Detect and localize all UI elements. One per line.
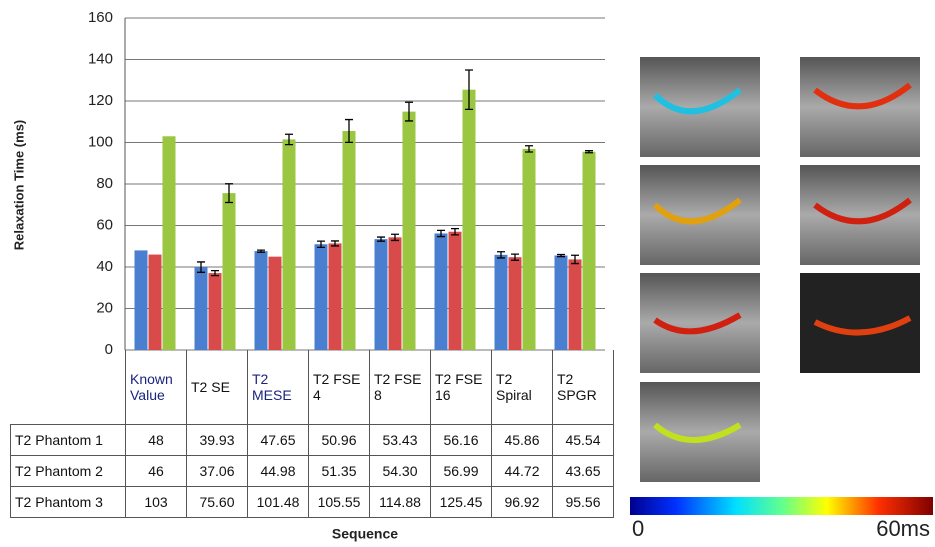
table-cell: 96.92 <box>492 487 553 518</box>
y-axis-title: Relaxation Time (ms) <box>11 120 26 251</box>
table-cell: 46 <box>126 456 187 487</box>
y-tick-label: 20 <box>96 299 113 316</box>
table-cell: 125.45 <box>431 487 492 518</box>
colorbar <box>630 497 933 515</box>
table-cell: 105.55 <box>309 487 370 518</box>
table-cell: 47.65 <box>248 425 309 456</box>
table-cell: 101.48 <box>248 487 309 518</box>
table-cell: 54.30 <box>370 456 431 487</box>
table-cell: 56.99 <box>431 456 492 487</box>
x-axis-title: Sequence <box>332 526 398 542</box>
table-cell <box>11 350 126 425</box>
bar <box>435 233 448 350</box>
bar <box>315 244 328 350</box>
table-cell: 103 <box>126 487 187 518</box>
table-cell: T2 Spiral <box>492 350 553 425</box>
y-tick-label: 100 <box>88 133 113 150</box>
bar <box>389 237 402 350</box>
table-cell: 37.06 <box>187 456 248 487</box>
table-cell: 53.43 <box>370 425 431 456</box>
table-cell: T2 MESE <box>248 350 309 425</box>
bar <box>523 149 536 350</box>
table-cell: T2 Phantom 1 <box>11 425 126 456</box>
y-tick-label: 140 <box>88 50 113 67</box>
table-cell: 95.56 <box>553 487 614 518</box>
bar <box>209 273 222 350</box>
bar <box>403 112 416 350</box>
bar <box>555 256 568 350</box>
bar <box>509 257 522 350</box>
page: Relaxation Time (ms) Sequence 0 60ms 020… <box>0 0 935 547</box>
bar <box>449 232 462 350</box>
table-cell: 45.86 <box>492 425 553 456</box>
table-cell: 75.60 <box>187 487 248 518</box>
y-tick-label: 160 <box>88 9 113 26</box>
bar <box>255 251 268 350</box>
bar <box>223 193 236 350</box>
table-cell: 39.93 <box>187 425 248 456</box>
table-cell: T2 FSE 16 <box>431 350 492 425</box>
bar <box>463 90 476 350</box>
bar <box>375 239 388 350</box>
table-cell: Known Value <box>126 350 187 425</box>
colorbar-min: 0 <box>632 516 644 541</box>
table-cell: 50.96 <box>309 425 370 456</box>
y-tick-label: 120 <box>88 92 113 109</box>
bar <box>283 139 296 350</box>
table-cell: T2 SE <box>187 350 248 425</box>
table-cell: 114.88 <box>370 487 431 518</box>
table-cell: 56.16 <box>431 425 492 456</box>
bar <box>269 257 282 350</box>
bar <box>343 131 356 350</box>
bar <box>195 267 208 350</box>
table-cell: 44.98 <box>248 456 309 487</box>
y-tick-label: 40 <box>96 258 113 275</box>
mri-images <box>640 57 920 482</box>
table-cell: T2 SPGR <box>553 350 614 425</box>
table-cell: T2 Phantom 3 <box>11 487 126 518</box>
table-cell: T2 FSE 4 <box>309 350 370 425</box>
bar <box>135 250 148 350</box>
bar <box>495 255 508 350</box>
table-cell: T2 Phantom 2 <box>11 456 126 487</box>
y-tick-label: 60 <box>96 216 113 233</box>
bar <box>329 243 342 350</box>
colorbar-max: 60ms <box>876 516 930 541</box>
table-cell: 51.35 <box>309 456 370 487</box>
error-bar <box>557 254 565 256</box>
bar <box>583 152 596 350</box>
table-cell: 48 <box>126 425 187 456</box>
table-cell: 45.54 <box>553 425 614 456</box>
bar <box>569 259 582 350</box>
bar <box>163 136 176 350</box>
table-cell: 44.72 <box>492 456 553 487</box>
bar <box>149 255 162 350</box>
y-tick-label: 80 <box>96 175 113 192</box>
table-cell: 43.65 <box>553 456 614 487</box>
table-cell: T2 FSE 8 <box>370 350 431 425</box>
